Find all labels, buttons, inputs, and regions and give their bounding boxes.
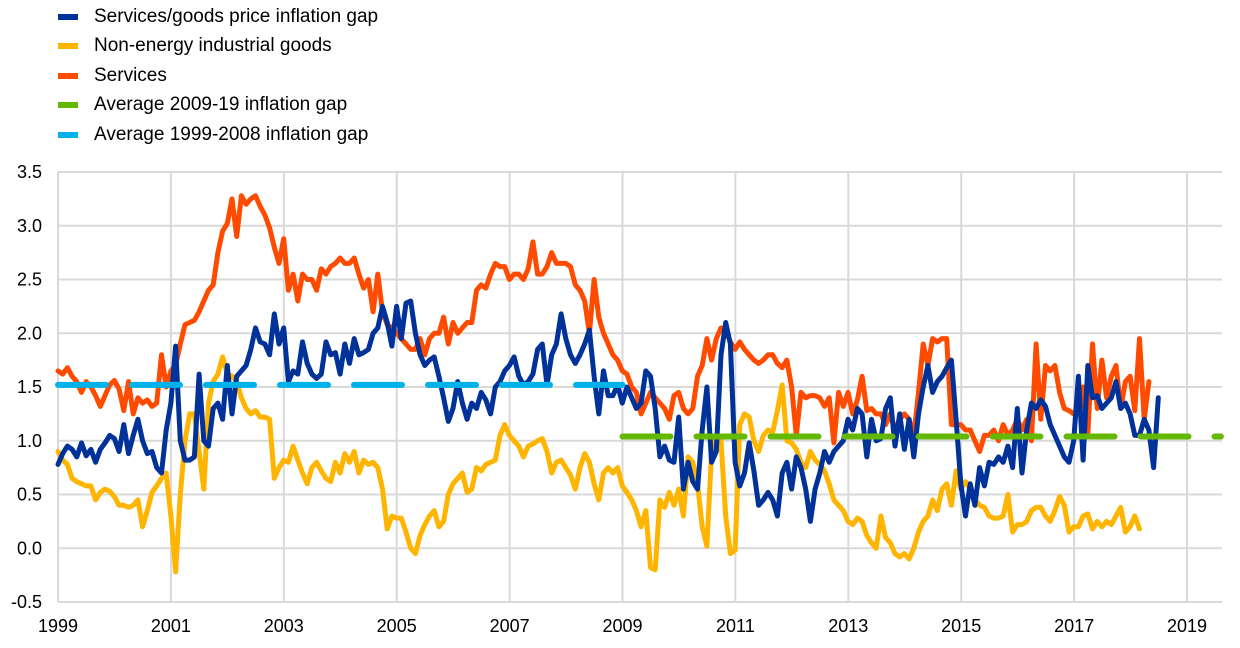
legend-swatch-gap [58, 13, 78, 20]
y-tick-label: 1.0 [17, 431, 42, 451]
y-tick-label: 2.5 [17, 270, 42, 290]
legend-label-avg-early: Average 1999-2008 inflation gap [94, 123, 369, 145]
x-axis-ticks: 1999 2001 2003 2005 2007 2009 2011 2013 2015 2017… [38, 616, 1207, 636]
x-tick-label: 2003 [264, 616, 304, 636]
x-tick-label: 2017 [1054, 616, 1094, 636]
x-tick-label: 2005 [377, 616, 417, 636]
y-axis-ticks: 3.5 3.0 2.5 2.0 1.5 1.0 0.5 0.0 -0.5 [11, 162, 42, 612]
y-tick-label: 1.5 [17, 377, 42, 397]
y-tick-label: 0.5 [17, 485, 42, 505]
legend-item-avg-early: Average 1999-2008 inflation gap [58, 120, 378, 150]
y-tick-label: 3.0 [17, 216, 42, 236]
x-tick-label: 2011 [716, 616, 755, 636]
x-tick-label: 1999 [38, 616, 78, 636]
y-tick-label: 2.0 [17, 323, 42, 343]
x-tick-label: 2009 [602, 616, 642, 636]
legend-label-services: Services [94, 64, 167, 86]
legend-label-gap: Services/goods price inflation gap [94, 5, 379, 27]
series-lines [55, 193, 1224, 575]
y-tick-label: -0.5 [11, 592, 42, 612]
series-line-gap [55, 298, 1161, 524]
series-line-services [55, 193, 1152, 454]
legend-swatch-services [58, 72, 78, 79]
x-tick-label: 2013 [828, 616, 868, 636]
legend-swatch-avg-recent [58, 102, 78, 109]
legend-item-avg-recent: Average 2009-19 inflation gap [58, 91, 378, 121]
legend-item-services: Services [58, 61, 378, 91]
legend-item-goods: Non-energy industrial goods [58, 32, 378, 62]
legend-label-avg-recent: Average 2009-19 inflation gap [94, 94, 348, 116]
y-tick-label: 0.0 [17, 538, 42, 558]
legend-swatch-goods [58, 43, 78, 50]
x-tick-label: 2015 [941, 616, 981, 636]
x-tick-label: 2007 [490, 616, 530, 636]
legend-label-goods: Non-energy industrial goods [94, 35, 332, 57]
series-line-goods [55, 354, 1142, 575]
y-tick-label: 3.5 [17, 162, 42, 182]
legend-item-gap: Services/goods price inflation gap [58, 2, 378, 32]
x-tick-label: 2001 [151, 616, 191, 636]
x-tick-label: 2019 [1167, 616, 1207, 636]
legend: Services/goods price inflation gap Non-e… [58, 2, 378, 150]
legend-swatch-avg-early [58, 131, 78, 138]
